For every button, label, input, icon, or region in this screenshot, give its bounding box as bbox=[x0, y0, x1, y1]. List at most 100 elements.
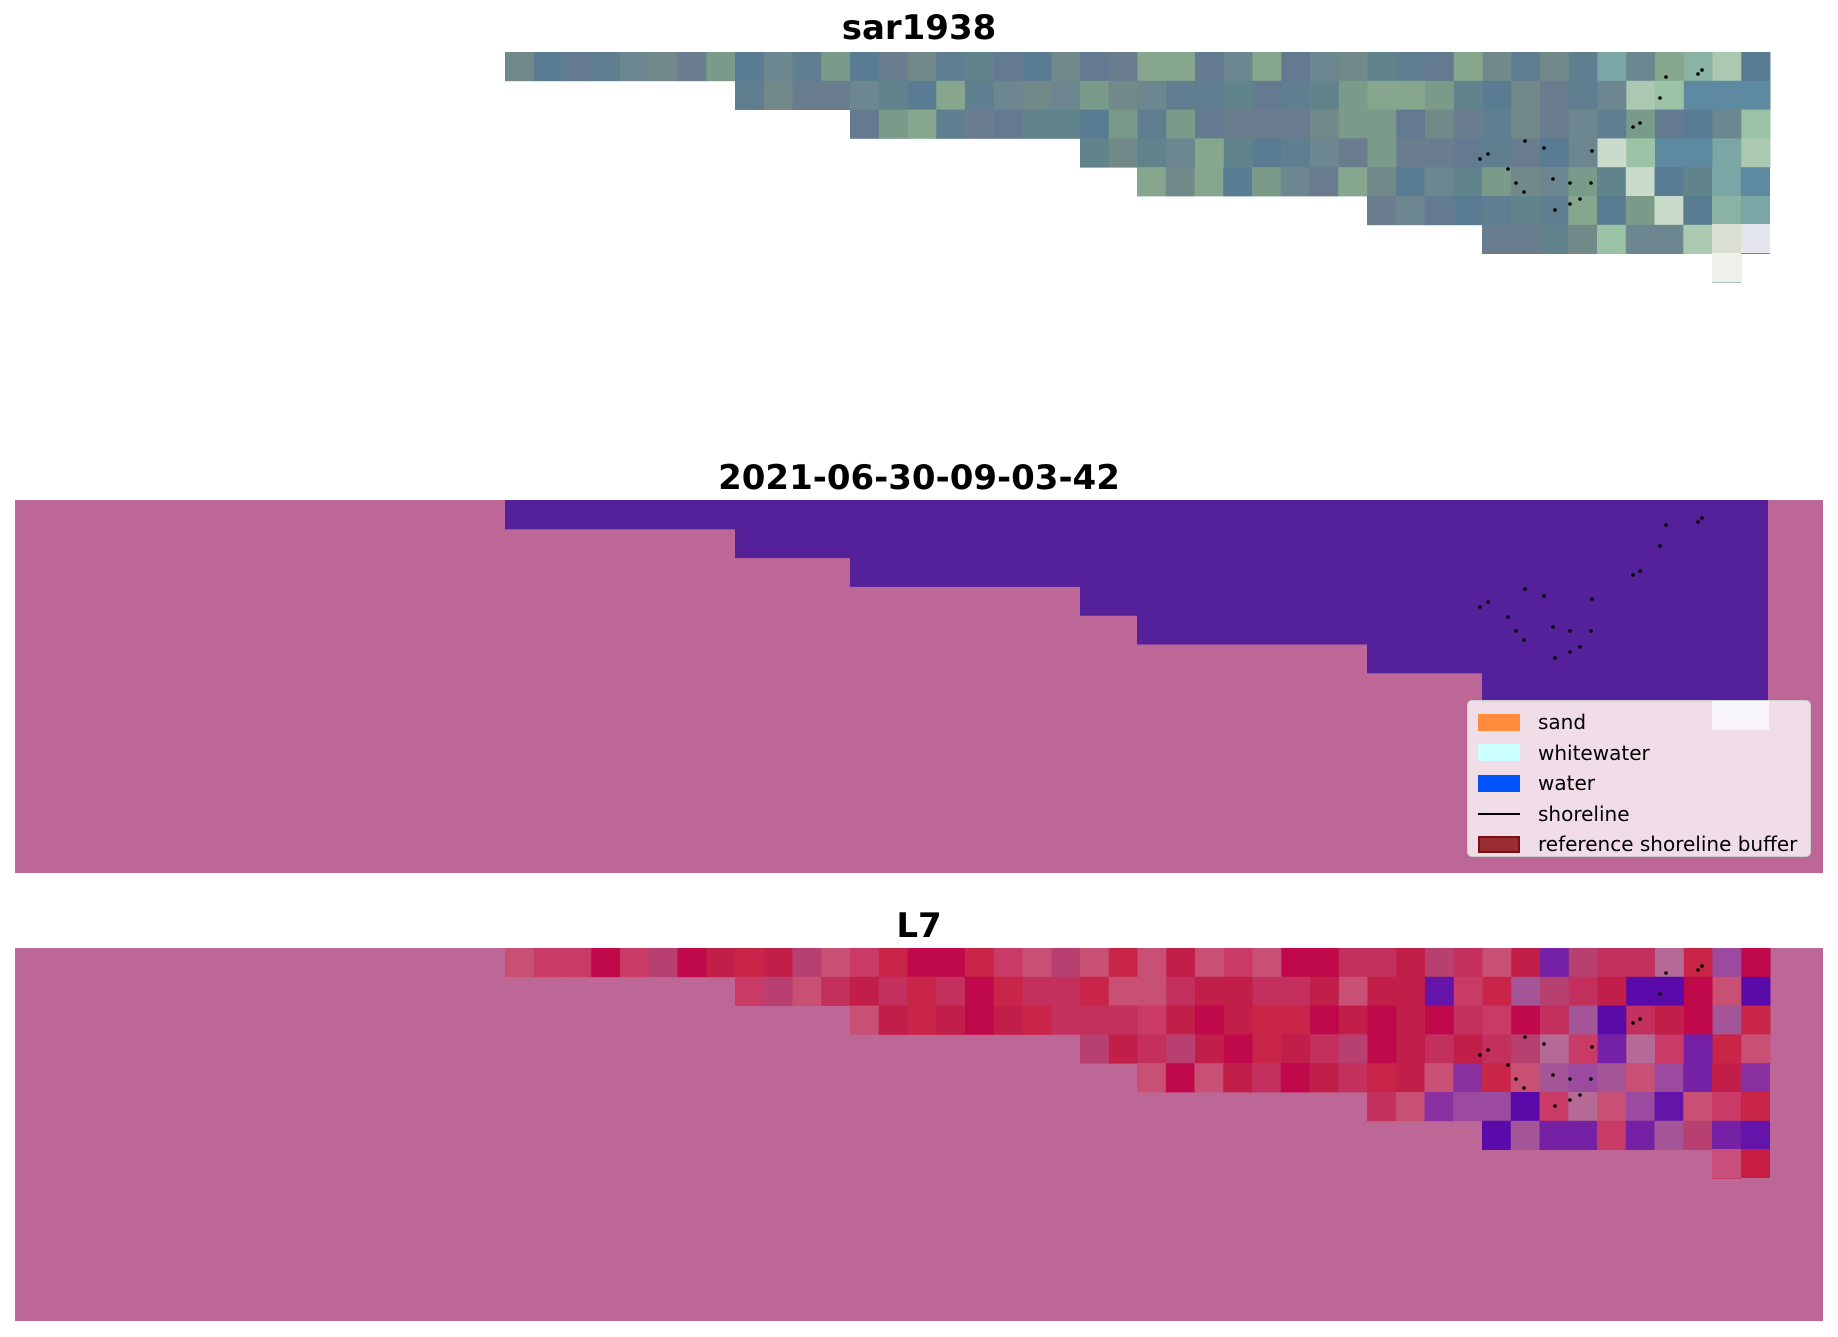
pixel-cell bbox=[821, 948, 851, 978]
pixel-cell bbox=[936, 1005, 966, 1035]
pixel-cell bbox=[1425, 1005, 1455, 1035]
pixel-cell bbox=[1051, 80, 1081, 110]
pixel-cell bbox=[1539, 1120, 1569, 1150]
shoreline-point bbox=[1523, 587, 1527, 591]
shoreline-point bbox=[1486, 600, 1490, 604]
shoreline-point bbox=[1478, 157, 1482, 161]
pixel-cell bbox=[1396, 80, 1426, 110]
pixel-cell bbox=[993, 109, 1023, 139]
pixel-cell bbox=[1195, 80, 1225, 110]
pixel-cell bbox=[1367, 138, 1397, 168]
pixel-cell bbox=[1166, 52, 1196, 82]
shoreline-point bbox=[1542, 1042, 1546, 1046]
pixel-cell bbox=[1655, 52, 1685, 82]
pixel-cell bbox=[1424, 167, 1454, 197]
pixel-cell bbox=[1338, 138, 1368, 168]
shoreline-point bbox=[1522, 638, 1526, 642]
pixel-cell bbox=[735, 948, 765, 978]
shoreline-point bbox=[1590, 597, 1594, 601]
pixel-cell bbox=[1511, 80, 1541, 110]
pixel-cell bbox=[1252, 109, 1282, 139]
legend-item-sand: sand bbox=[1478, 707, 1800, 738]
pixel-cell bbox=[1108, 138, 1138, 168]
pixel-cell bbox=[1425, 1034, 1455, 1064]
shoreline-point bbox=[1478, 605, 1482, 609]
pixel-cell bbox=[1740, 1120, 1770, 1150]
pixel-cell bbox=[1655, 976, 1685, 1006]
shoreline-point bbox=[1514, 1077, 1518, 1081]
pixel-cell bbox=[1453, 1005, 1483, 1035]
pixel-cell bbox=[1395, 1092, 1425, 1122]
pixel-cell bbox=[706, 52, 736, 82]
pixel-cell bbox=[1310, 109, 1340, 139]
pixel-cell bbox=[1568, 109, 1598, 139]
pixel-cell bbox=[1511, 948, 1541, 978]
panel-title-sar1938: sar1938 bbox=[841, 8, 997, 48]
pixel-cell bbox=[1453, 52, 1483, 82]
pixel-cell bbox=[1223, 138, 1253, 168]
shoreline-point bbox=[1700, 68, 1704, 72]
pixel-cell bbox=[1511, 1034, 1541, 1064]
pixel-cell bbox=[1166, 1005, 1196, 1035]
pixel-cell bbox=[1252, 167, 1282, 197]
shoreline-point bbox=[1568, 1098, 1572, 1102]
pixel-cell bbox=[505, 948, 535, 978]
pixel-cell bbox=[1597, 976, 1627, 1006]
pixel-cell bbox=[936, 948, 966, 978]
pixel-cell bbox=[1626, 976, 1656, 1006]
pixel-cell bbox=[878, 80, 908, 110]
pixel-cell bbox=[1166, 80, 1196, 110]
pixel-cell bbox=[1367, 1092, 1397, 1122]
pixel-cell bbox=[1482, 948, 1512, 978]
pixel-cell bbox=[505, 52, 535, 82]
pixel-cell bbox=[792, 976, 822, 1006]
shoreline-point bbox=[1700, 516, 1704, 520]
pixel-cell bbox=[591, 52, 621, 82]
shoreline-point bbox=[1638, 1017, 1642, 1021]
pixel-cell bbox=[1338, 109, 1368, 139]
pixel-cell bbox=[1051, 976, 1081, 1006]
legend-label: reference shoreline buffer bbox=[1538, 832, 1798, 857]
pixel-cell bbox=[1540, 80, 1570, 110]
shoreline-point bbox=[1638, 121, 1642, 125]
pixel-cell bbox=[1712, 167, 1742, 197]
pixel-cell bbox=[1310, 80, 1340, 110]
pixel-cell bbox=[1655, 1005, 1685, 1035]
pixel-cell bbox=[1626, 138, 1656, 168]
pixel-cell bbox=[907, 1005, 937, 1035]
water-class-region bbox=[735, 528, 1768, 559]
pixel-cell bbox=[1741, 138, 1771, 168]
shoreline-point bbox=[1523, 139, 1527, 143]
legend: sand whitewater water shoreline referenc… bbox=[1467, 700, 1811, 857]
pixel-cell bbox=[1597, 948, 1627, 978]
pixel-cell bbox=[1425, 80, 1455, 110]
pixel-cell bbox=[735, 52, 765, 82]
pixel-cell bbox=[1195, 948, 1225, 978]
pixel-cell bbox=[1194, 1063, 1224, 1093]
pixel-cell bbox=[1310, 1005, 1340, 1035]
pixel-cell bbox=[1453, 80, 1483, 110]
classified-image-panel bbox=[15, 500, 1823, 873]
pixel-cell bbox=[1367, 1005, 1397, 1035]
pixel-cell bbox=[1281, 109, 1311, 139]
pixel-cell bbox=[1655, 948, 1685, 978]
pixel-cell bbox=[1425, 948, 1455, 978]
pixel-cell bbox=[1654, 1120, 1684, 1150]
pixel-cell bbox=[993, 948, 1023, 978]
pixel-cell bbox=[1655, 138, 1685, 168]
pixel-cell bbox=[907, 52, 937, 82]
water-class-region bbox=[505, 500, 1768, 530]
pixel-cell bbox=[1281, 1034, 1311, 1064]
pixel-cell bbox=[1597, 224, 1627, 254]
pixel-cell bbox=[1367, 1063, 1397, 1093]
pixel-cell bbox=[1568, 80, 1598, 110]
pixel-cell bbox=[1453, 948, 1483, 978]
pixel-cell bbox=[620, 52, 650, 82]
pixel-cell bbox=[1625, 224, 1655, 254]
pixel-cell bbox=[1683, 167, 1713, 197]
pixel-cell bbox=[1712, 1092, 1742, 1122]
pixel-cell bbox=[1108, 976, 1138, 1006]
pixel-cell bbox=[1108, 109, 1138, 139]
pixel-cell bbox=[1568, 138, 1598, 168]
pixel-cell bbox=[1108, 80, 1138, 110]
